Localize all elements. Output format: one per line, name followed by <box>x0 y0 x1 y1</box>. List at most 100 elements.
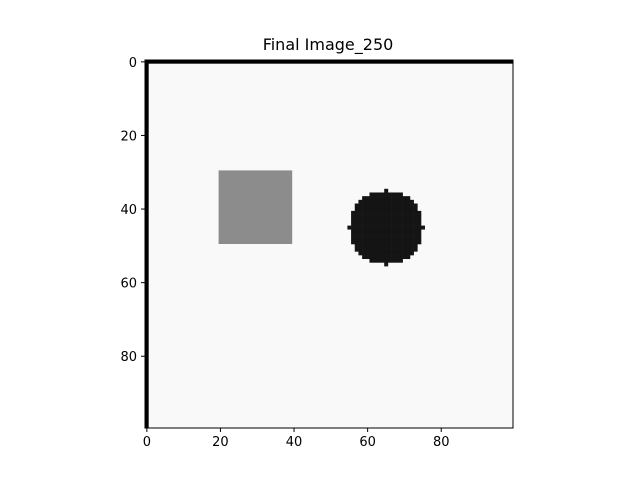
circle-pixel <box>387 247 392 252</box>
circle-pixel <box>384 207 389 212</box>
circle-pixel <box>395 218 400 223</box>
circle-pixel <box>413 218 418 223</box>
circle-pixel <box>351 225 356 230</box>
circle-pixel <box>358 203 363 208</box>
circle-pixel <box>358 247 363 252</box>
circle-pixel <box>395 203 400 208</box>
circle-pixel <box>395 255 400 260</box>
circle-pixel <box>362 214 367 219</box>
circle-pixel <box>413 247 418 252</box>
circle-pixel <box>354 214 359 219</box>
circle-pixel <box>391 210 396 215</box>
circle-pixel <box>402 247 407 252</box>
circle-pixel <box>369 255 374 260</box>
circle-pixel <box>384 221 389 226</box>
circle-pixel <box>376 255 381 260</box>
circle-pixel <box>398 236 403 241</box>
circle-pixel <box>398 247 403 252</box>
circle-pixel <box>391 199 396 204</box>
circle-pixel <box>417 221 422 226</box>
circle-pixel <box>384 232 389 237</box>
circle-pixel <box>380 221 385 226</box>
circle-pixel <box>376 196 381 201</box>
circle-pixel <box>402 214 407 219</box>
circle-pixel <box>362 251 367 256</box>
circle-pixel <box>351 229 356 234</box>
circle-pixel <box>391 240 396 245</box>
circle-pixel <box>413 244 418 248</box>
circle-pixel <box>406 244 411 248</box>
circle-pixel <box>409 232 414 237</box>
circle-pixel <box>387 251 392 256</box>
circle-pixel <box>391 247 396 252</box>
circle-pixel <box>395 258 400 263</box>
circle-pixel <box>362 199 367 204</box>
circle-pixel <box>365 207 370 212</box>
circle-pixel <box>398 251 403 256</box>
circle-pixel <box>362 247 367 252</box>
circle-pixel <box>406 225 411 230</box>
circle-pixel <box>384 218 389 223</box>
circle-pixel <box>398 207 403 212</box>
circle-pixel <box>391 192 396 197</box>
circle-pixel <box>358 232 363 237</box>
circle-pixel <box>354 218 359 223</box>
circle-pixel <box>402 196 407 201</box>
circle-pixel <box>376 244 381 248</box>
circle-pixel <box>384 240 389 245</box>
circle-pixel <box>358 199 363 204</box>
circle-pixel <box>384 236 389 241</box>
circle-pixel <box>402 232 407 237</box>
circle-pixel <box>365 244 370 248</box>
circle-pixel <box>398 229 403 234</box>
circle-pixel <box>362 240 367 245</box>
x-tick-label: 40 <box>286 435 303 450</box>
circle-pixel <box>398 240 403 245</box>
circle-pixel <box>354 225 359 230</box>
circle-pixel <box>391 221 396 226</box>
circle-pixel <box>376 203 381 208</box>
circle-pixel <box>369 210 374 215</box>
circle-pixel <box>406 210 411 215</box>
circle-pixel <box>421 225 425 230</box>
circle-pixel <box>387 210 392 215</box>
circle-pixel <box>406 203 411 208</box>
circle-pixel <box>369 203 374 208</box>
circle-pixel <box>413 225 418 230</box>
circle-pixel <box>373 192 378 197</box>
circle-pixel <box>380 247 385 252</box>
circle-pixel <box>351 210 356 215</box>
circle-pixel <box>417 236 422 241</box>
circle-pixel <box>402 255 407 260</box>
circle-pixel <box>406 232 411 237</box>
circle-pixel <box>395 225 400 230</box>
circle-pixel <box>406 196 411 201</box>
circle-pixel <box>409 244 414 248</box>
circle-pixel <box>398 258 403 263</box>
circle-pixel <box>373 207 378 212</box>
circle-pixel <box>365 229 370 234</box>
circle-pixel <box>369 244 374 248</box>
circle-pixel <box>395 214 400 219</box>
circle-pixel <box>376 232 381 237</box>
circle-pixel <box>384 192 389 197</box>
circle-pixel <box>406 207 411 212</box>
circle-pixel <box>409 210 414 215</box>
circle-pixel <box>387 244 392 248</box>
circle-pixel <box>376 192 381 197</box>
circle-pixel <box>369 236 374 241</box>
circle-pixel <box>402 251 407 256</box>
circle-pixel <box>376 258 381 263</box>
circle-pixel <box>380 244 385 248</box>
circle-pixel <box>373 255 378 260</box>
circle-pixel <box>409 229 414 234</box>
circle-pixel <box>365 247 370 252</box>
circle-pixel <box>409 221 414 226</box>
circle-pixel <box>373 203 378 208</box>
circle-pixel <box>395 247 400 252</box>
y-tick-label: 60 <box>120 277 137 292</box>
circle-pixel <box>362 232 367 237</box>
circle-pixel <box>354 229 359 234</box>
circle-pixel <box>417 232 422 237</box>
